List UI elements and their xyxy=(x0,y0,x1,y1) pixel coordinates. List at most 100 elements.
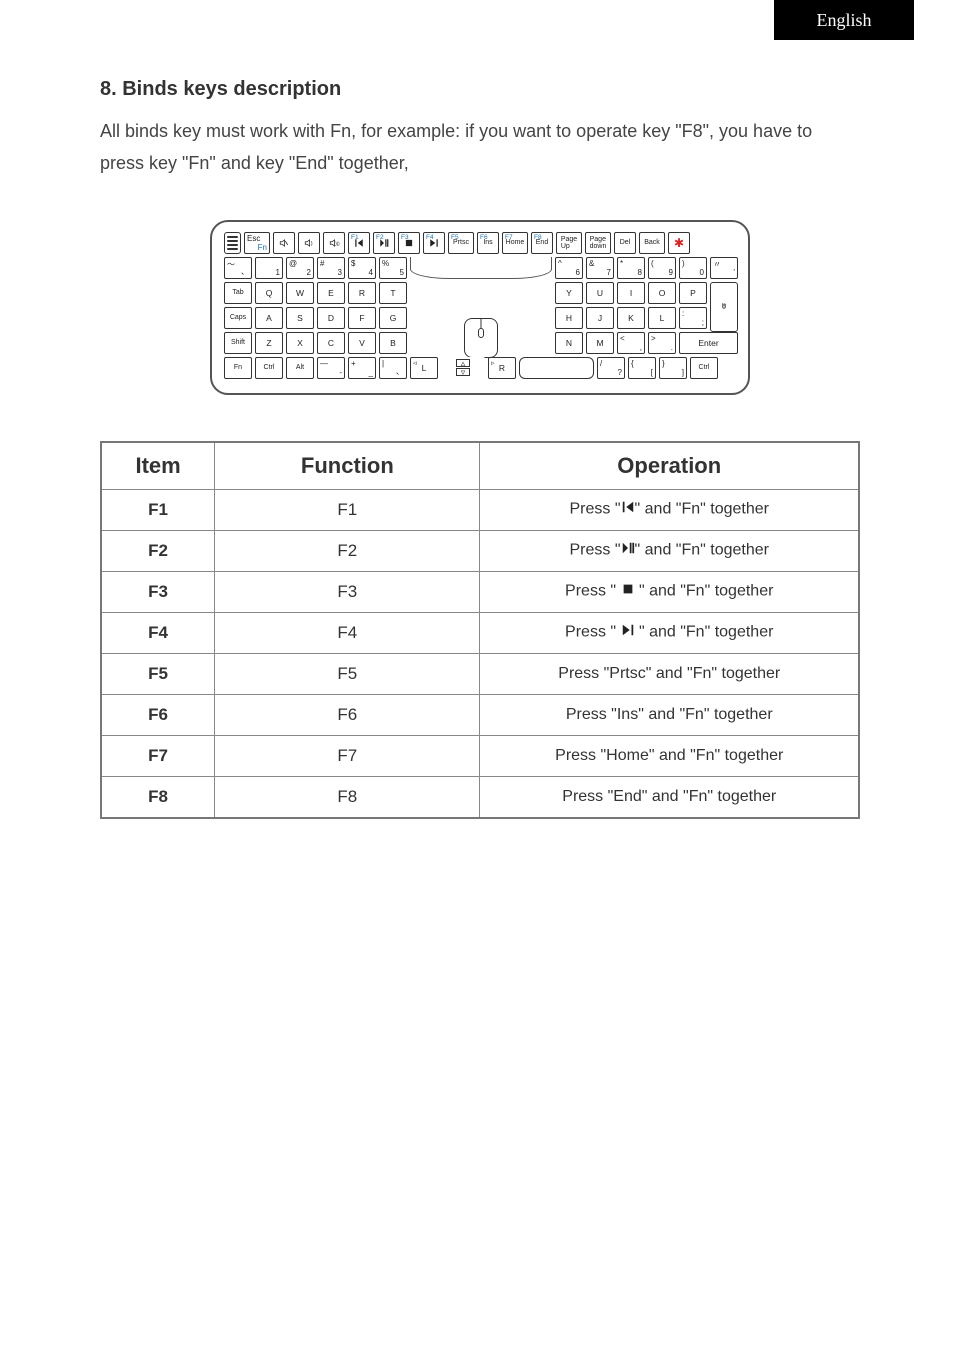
key-prtsc: F5Prtsc xyxy=(448,232,474,254)
touchpad-area xyxy=(410,282,552,304)
cell-operation: Press "Home" and "Fn" together xyxy=(480,735,859,776)
function-table: ItemFunctionOperation F1F1Press "" and "… xyxy=(100,441,860,819)
next-icon xyxy=(621,623,635,642)
key-alt: Alt xyxy=(286,357,314,379)
key-f2: F2 xyxy=(373,232,395,254)
key-: 〃’ xyxy=(710,257,738,279)
language-tab: English xyxy=(774,0,914,40)
table-row: F6F6Press "Ins" and "Fn" together xyxy=(101,694,859,735)
key-ins: F6Ins xyxy=(477,232,499,254)
svg-text:))): ))) xyxy=(335,241,340,246)
key-ctrl: Ctrl xyxy=(255,357,283,379)
key-: /? xyxy=(597,357,625,379)
key-finger xyxy=(710,282,738,332)
key-l: L xyxy=(648,307,676,329)
stop-icon xyxy=(621,582,635,601)
cell-function: F3 xyxy=(215,571,480,612)
cell-operation: Press " " and "Fn" together xyxy=(480,612,859,653)
key-home: F7Home xyxy=(502,232,528,254)
key-fn: Fn xyxy=(224,357,252,379)
table-header-item: Item xyxy=(101,442,215,490)
key-caps: Caps xyxy=(224,307,252,329)
key-x: X xyxy=(286,332,314,354)
key-c: C xyxy=(317,332,345,354)
table-row: F8F8Press "End" and "Fn" together xyxy=(101,776,859,818)
key-f4: F4 xyxy=(423,232,445,254)
key-y: Y xyxy=(555,282,583,304)
key-w: W xyxy=(286,282,314,304)
key-f: F xyxy=(348,307,376,329)
keyboard-row: TabQWERTYUIOP xyxy=(224,282,736,304)
cell-operation: Press "Ins" and "Fn" together xyxy=(480,694,859,735)
key-: :; xyxy=(679,307,707,329)
section-body: All binds key must work with Fn, for exa… xyxy=(100,115,860,180)
dpad-right: ▹R xyxy=(488,357,516,379)
table-row: F3F3Press " " and "Fn" together xyxy=(101,571,859,612)
pointer-stick-icon xyxy=(410,332,552,354)
cell-function: F8 xyxy=(215,776,480,818)
key-: {[ xyxy=(628,357,656,379)
key-del: Del xyxy=(614,232,636,254)
key-b: B xyxy=(379,332,407,354)
playpause-icon xyxy=(621,541,635,560)
key-1: 1 xyxy=(255,257,283,279)
key-: |、 xyxy=(379,357,407,379)
dpad-left: ◃L xyxy=(410,357,438,379)
cell-item: F6 xyxy=(101,694,215,735)
key-3: #3 xyxy=(317,257,345,279)
cell-item: F3 xyxy=(101,571,215,612)
key-o: O xyxy=(648,282,676,304)
cell-function: F5 xyxy=(215,653,480,694)
table-header-function: Function xyxy=(215,442,480,490)
table-row: F2F2Press "" and "Fn" together xyxy=(101,530,859,571)
key-tab: Tab xyxy=(224,282,252,304)
key-a: A xyxy=(255,307,283,329)
cell-operation: Press "Prtsc" and "Fn" together xyxy=(480,653,859,694)
key-g: G xyxy=(379,307,407,329)
cell-item: F1 xyxy=(101,489,215,530)
key-p: P xyxy=(679,282,707,304)
key-sym: ✱ xyxy=(668,232,690,254)
key-pagedown: Page down xyxy=(585,232,611,254)
table-header-operation: Operation xyxy=(480,442,859,490)
key-ctrl: Ctrl xyxy=(690,357,718,379)
connector-slot xyxy=(224,232,241,254)
key-k: K xyxy=(617,307,645,329)
keyboard-row: ～、1@2#3$4%5^6&7*8(9)0〃’ xyxy=(224,257,736,279)
key-8: *8 xyxy=(617,257,645,279)
key-f3: F3 xyxy=(398,232,420,254)
key-volup: ))) xyxy=(323,232,345,254)
key-z: Z xyxy=(255,332,283,354)
cell-function: F1 xyxy=(215,489,480,530)
keyboard-row: ShiftZXCVB NM<,>.Enter xyxy=(224,332,736,354)
key-h: H xyxy=(555,307,583,329)
cell-function: F4 xyxy=(215,612,480,653)
cell-item: F4 xyxy=(101,612,215,653)
key-: >. xyxy=(648,332,676,354)
key-e: E xyxy=(317,282,345,304)
key-5: %5 xyxy=(379,257,407,279)
cell-operation: Press "" and "Fn" together xyxy=(480,530,859,571)
prev-icon xyxy=(621,500,635,519)
key-fn: EscFn xyxy=(244,232,270,254)
dpad-up-down: ▵▿ xyxy=(441,357,485,379)
key-f1: F1 xyxy=(348,232,370,254)
cell-item: F8 xyxy=(101,776,215,818)
table-row: F1F1Press "" and "Fn" together xyxy=(101,489,859,530)
cell-function: F7 xyxy=(215,735,480,776)
key-pageup: Page Up xyxy=(556,232,582,254)
key-space xyxy=(519,357,594,379)
key-: —- xyxy=(317,357,345,379)
key-back: Back xyxy=(639,232,665,254)
table-row: F4F4Press " " and "Fn" together xyxy=(101,612,859,653)
key-s: S xyxy=(286,307,314,329)
keyboard-row: EscFn)))) F1F2F3F4F5PrtscF6InsF7HomeF8End… xyxy=(224,232,736,254)
key-end: F8End xyxy=(531,232,553,254)
key-voldn: ) xyxy=(298,232,320,254)
keyboard-row: FnCtrlAlt—-+_|、◃L▵▿▹R/?{[}]Ctrl xyxy=(224,357,736,379)
cell-item: F5 xyxy=(101,653,215,694)
table-row: F5F5Press "Prtsc" and "Fn" together xyxy=(101,653,859,694)
key-u: U xyxy=(586,282,614,304)
cell-operation: Press "End" and "Fn" together xyxy=(480,776,859,818)
key-m: M xyxy=(586,332,614,354)
